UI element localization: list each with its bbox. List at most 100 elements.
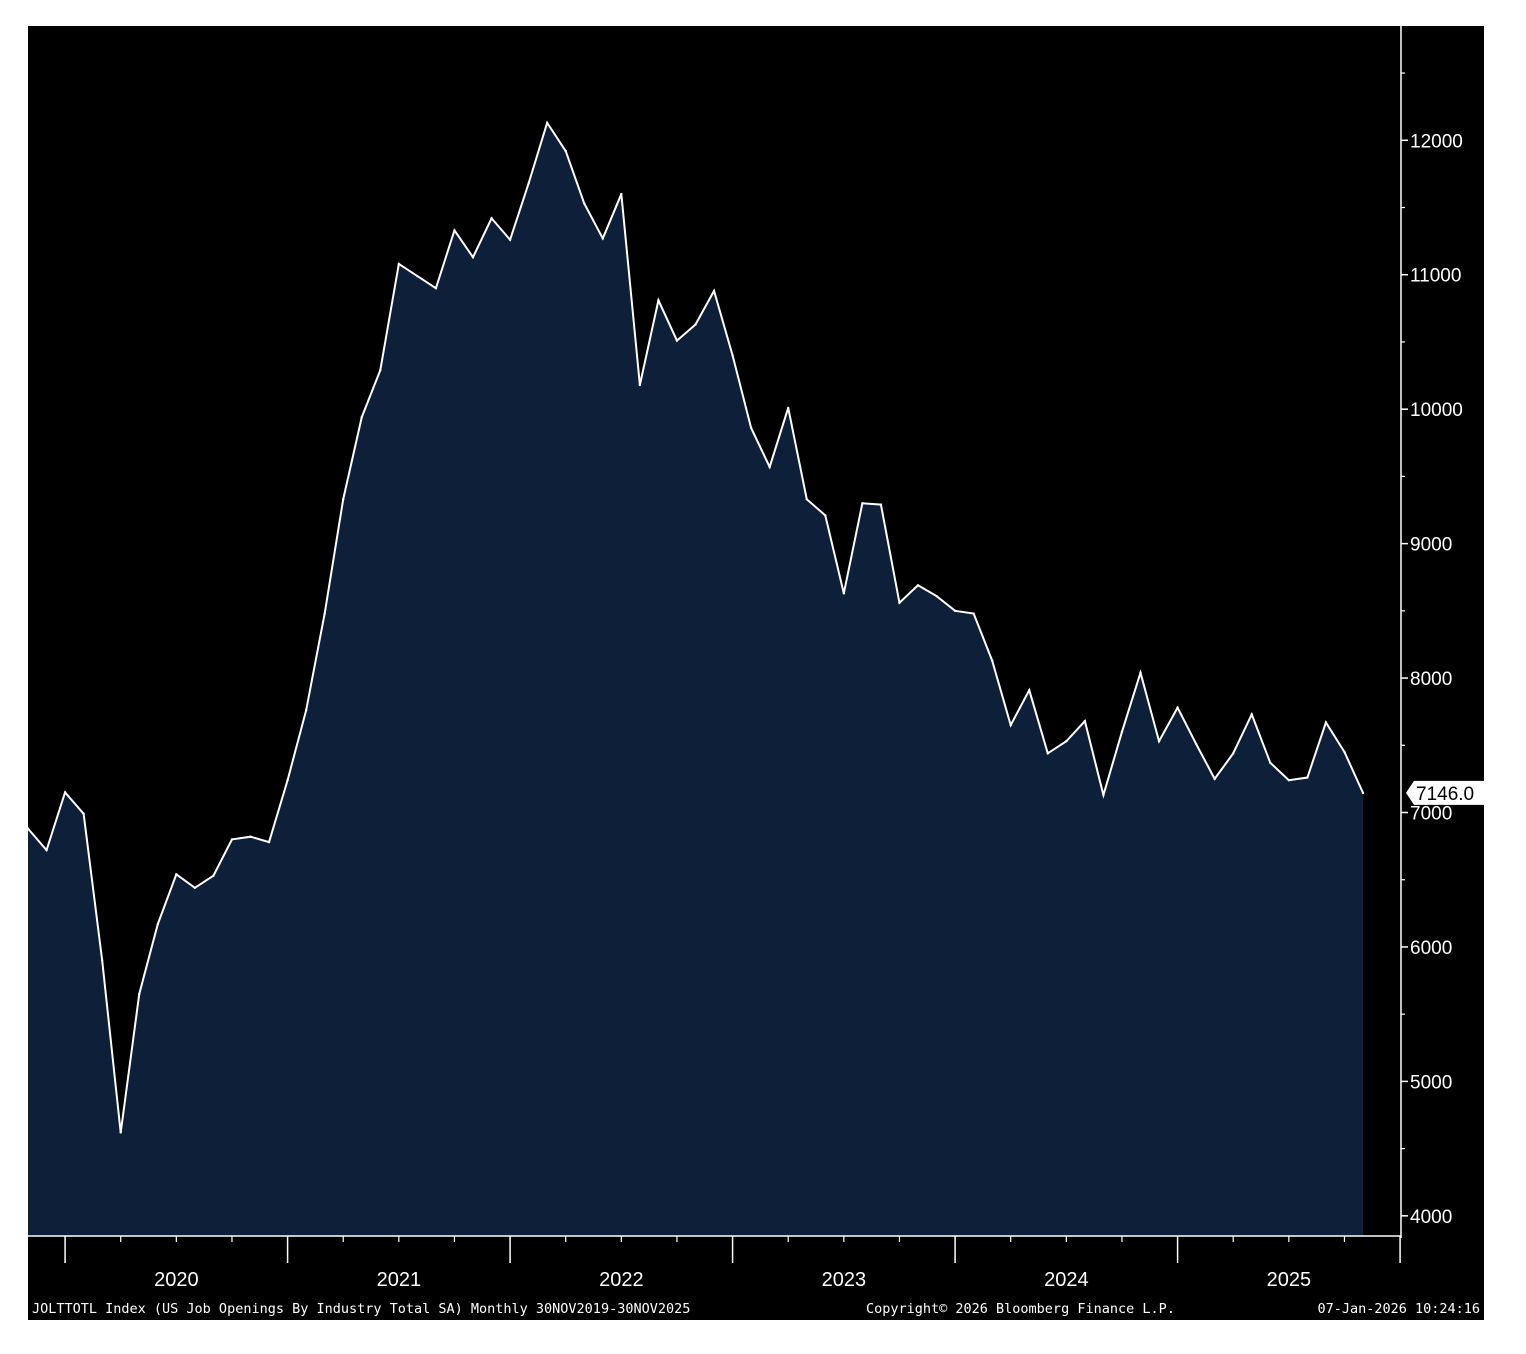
data-point bbox=[638, 383, 642, 387]
data-point bbox=[657, 299, 660, 302]
data-point bbox=[1157, 740, 1161, 743]
y-tick-label: 4000 bbox=[1410, 1207, 1452, 1228]
x-tick-label: 2025 bbox=[1267, 1269, 1312, 1291]
data-point bbox=[1139, 671, 1142, 674]
last-value-box bbox=[1406, 780, 1484, 805]
data-point bbox=[249, 835, 252, 838]
data-point bbox=[749, 426, 753, 430]
y-tick-label: 8000 bbox=[1410, 669, 1452, 690]
data-point bbox=[1250, 713, 1253, 716]
x-tick-label: 2020 bbox=[154, 1269, 199, 1291]
data-point bbox=[379, 368, 382, 372]
data-point bbox=[434, 286, 438, 290]
data-point bbox=[28, 827, 30, 830]
series-description: JOLTTOTL Index (US Job Openings By Indus… bbox=[32, 1301, 690, 1317]
chart-frame: 4000 5000 6000 7000 8000 9000 10000 11000 12000 … bbox=[28, 26, 1484, 1320]
data-point bbox=[583, 202, 586, 205]
data-point bbox=[1083, 719, 1087, 723]
data-point bbox=[527, 182, 530, 185]
x-tick-label: 2024 bbox=[1044, 1269, 1089, 1291]
data-point bbox=[175, 873, 178, 876]
data-point bbox=[100, 959, 104, 962]
data-point bbox=[63, 791, 67, 794]
data-point bbox=[1009, 723, 1012, 727]
data-point bbox=[805, 498, 808, 501]
data-point bbox=[1287, 779, 1291, 782]
data-point bbox=[230, 838, 234, 841]
data-point bbox=[471, 256, 475, 259]
data-point bbox=[193, 886, 197, 889]
y-tick-label: 6000 bbox=[1410, 938, 1452, 959]
data-point bbox=[861, 502, 864, 505]
data-point bbox=[916, 584, 920, 587]
data-point bbox=[824, 514, 827, 517]
data-point bbox=[879, 503, 883, 506]
data-point bbox=[768, 465, 771, 469]
data-point bbox=[1028, 688, 1031, 692]
data-point bbox=[1102, 793, 1105, 797]
data-point bbox=[1232, 752, 1235, 755]
data-point bbox=[712, 289, 716, 293]
data-point bbox=[397, 262, 401, 266]
data-point bbox=[620, 192, 623, 196]
data-point bbox=[731, 354, 734, 357]
data-point bbox=[342, 498, 345, 501]
last-value-label: 7146.0 bbox=[1416, 784, 1474, 805]
y-tick-label: 12000 bbox=[1410, 131, 1463, 152]
job-openings-area-chart: 400050006000700080009000100001100012000 … bbox=[28, 26, 1484, 1317]
data-point bbox=[416, 274, 419, 278]
series-area bbox=[28, 122, 1363, 1236]
x-axis: 2020 2021 2022 2023 2024 2025 bbox=[28, 1235, 1401, 1291]
footer: JOLTTOTL Index (US Job Openings By Indus… bbox=[32, 1301, 1480, 1317]
y-tick-label: 5000 bbox=[1410, 1072, 1452, 1093]
data-point bbox=[545, 121, 549, 125]
data-point bbox=[694, 323, 697, 326]
data-point bbox=[564, 149, 567, 153]
data-point bbox=[842, 592, 846, 595]
data-point bbox=[898, 601, 901, 604]
data-point bbox=[490, 217, 493, 220]
data-point bbox=[1176, 706, 1179, 709]
data-point bbox=[1213, 777, 1216, 781]
data-point bbox=[508, 238, 512, 241]
data-point bbox=[953, 609, 957, 613]
data-point bbox=[323, 612, 326, 615]
data-point bbox=[119, 1131, 122, 1134]
data-point bbox=[82, 812, 85, 816]
data-point bbox=[156, 922, 159, 926]
data-point bbox=[360, 416, 363, 419]
y-tick-label: 10000 bbox=[1410, 400, 1463, 421]
y-axis: 4000 5000 6000 7000 8000 9000 10000 11000 12000 bbox=[1400, 26, 1463, 1238]
timestamp: 07-Jan-2026 10:24:16 bbox=[1317, 1301, 1480, 1317]
y-tick-label: 7000 bbox=[1410, 804, 1452, 825]
y-tick-label: 9000 bbox=[1410, 535, 1452, 556]
data-point bbox=[212, 874, 215, 877]
x-tick-label: 2023 bbox=[822, 1269, 867, 1291]
data-point bbox=[1306, 776, 1309, 779]
data-point bbox=[1269, 761, 1272, 764]
data-point bbox=[267, 840, 271, 844]
data-point bbox=[1343, 750, 1346, 754]
data-point bbox=[1361, 791, 1365, 795]
data-point bbox=[304, 709, 308, 712]
data-point bbox=[675, 339, 679, 342]
data-point bbox=[1065, 740, 1068, 743]
last-value-marker: 7146.0 bbox=[1406, 780, 1484, 805]
data-point bbox=[787, 406, 790, 410]
x-tick-label: 2021 bbox=[377, 1269, 422, 1291]
data-point bbox=[1324, 721, 1328, 724]
data-point bbox=[1120, 730, 1124, 734]
x-tick-label: 2022 bbox=[599, 1269, 644, 1291]
copyright-notice: Copyright© 2026 Bloomberg Finance L.P. bbox=[866, 1301, 1175, 1317]
data-point bbox=[601, 237, 604, 240]
data-point bbox=[935, 594, 938, 598]
plot-area bbox=[28, 120, 1365, 1236]
y-tick-label: 11000 bbox=[1410, 266, 1461, 287]
data-point bbox=[453, 229, 456, 232]
data-point bbox=[138, 992, 141, 996]
data-point bbox=[286, 779, 289, 782]
data-point bbox=[972, 612, 975, 615]
data-point bbox=[1046, 752, 1049, 755]
data-point bbox=[1194, 742, 1198, 746]
data-point bbox=[990, 659, 994, 662]
